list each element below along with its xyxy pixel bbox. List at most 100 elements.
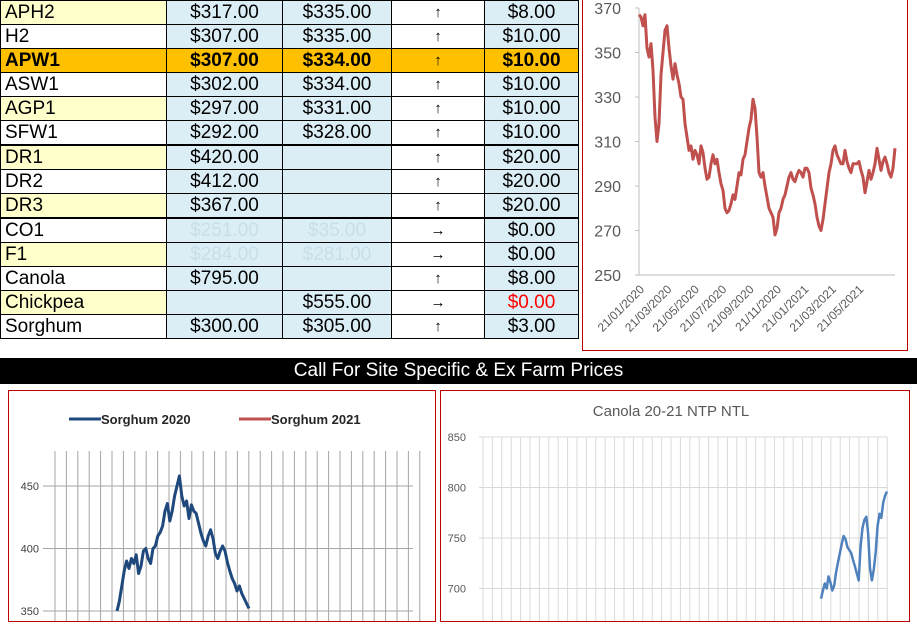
price-change: $20.00 <box>484 193 579 219</box>
grade-name: DR3 <box>0 193 167 219</box>
price-history-chart-panel: 250 270 290 310 330 350 370 21/01/2020 21/03/202… <box>582 0 908 351</box>
price-col-1: $302.00 <box>166 72 283 97</box>
canola-chart: Canola 20-21 NTP NTL 700 750 800 850 <box>448 403 889 621</box>
price-col-2: $334.00 <box>282 48 392 73</box>
price-row: DR2 $412.00 ↑ $20.00 <box>0 169 579 194</box>
chart-title: Canola 20-21 NTP NTL <box>593 403 749 420</box>
price-col-2: $331.00 <box>282 96 392 121</box>
trend-arrow-icon: ↑ <box>391 120 485 146</box>
price-col-1: $307.00 <box>166 24 283 49</box>
trend-arrow-icon: ↑ <box>391 266 485 291</box>
price-change: $10.00 <box>484 48 579 73</box>
price-col-2: $334.00 <box>282 72 392 97</box>
price-table-body: APH2 $317.00 $335.00 ↑ $8.00 H2 $307.00 $335.00… <box>0 0 579 339</box>
grade-name: ASW1 <box>0 72 167 97</box>
price-change: $0.00 <box>484 217 579 243</box>
price-col-1: $412.00 <box>166 169 283 194</box>
price-row: DR1 $420.00 ↑ $20.00 <box>0 144 579 170</box>
trend-arrow-icon: → <box>391 242 485 267</box>
price-col-2: $35.00 <box>282 217 392 243</box>
trend-arrow-icon: ↑ <box>391 314 485 339</box>
price-row: APH2 $317.00 $335.00 ↑ $8.00 <box>0 0 579 25</box>
price-col-1: $251.00 <box>166 217 283 243</box>
trend-arrow-icon: ↑ <box>391 96 485 121</box>
price-col-1: $420.00 <box>166 144 283 170</box>
trend-arrow-icon: ↑ <box>391 48 485 73</box>
price-col-1: $317.00 <box>166 0 283 25</box>
sorghum-chart-panel: 350 400 450 Sorghum 2020 Sorghum 2021 <box>8 390 436 622</box>
grade-name: Canola <box>0 266 167 291</box>
y-tick-label: 750 <box>448 533 466 545</box>
sorghum-2020-line <box>115 474 251 612</box>
grade-name: DR2 <box>0 169 167 194</box>
price-col-2 <box>282 193 392 219</box>
sorghum-chart: 350 400 450 Sorghum 2020 Sorghum 2021 <box>21 412 421 621</box>
y-tick-label: 290 <box>594 179 621 196</box>
price-table: APH2 $317.00 $335.00 ↑ $8.00 H2 $307.00 $335.00… <box>0 0 579 339</box>
price-col-2: $281.00 <box>282 242 392 267</box>
price-col-2 <box>282 266 392 291</box>
y-tick-label: 700 <box>448 584 466 596</box>
price-row: Chickpea $555.00 → $0.00 <box>0 290 579 315</box>
price-col-2: $335.00 <box>282 24 392 49</box>
y-tick-label: 330 <box>594 90 621 107</box>
price-change: $8.00 <box>484 0 579 25</box>
price-row: H2 $307.00 $335.00 ↑ $10.00 <box>0 24 579 49</box>
y-tick-label: 350 <box>21 606 39 618</box>
price-col-1: $284.00 <box>166 242 283 267</box>
price-col-2: $335.00 <box>282 0 392 25</box>
y-tick-label: 310 <box>594 135 621 152</box>
trend-arrow-icon: ↑ <box>391 24 485 49</box>
price-change: $10.00 <box>484 96 579 121</box>
grade-name: CO1 <box>0 217 167 243</box>
price-change: $20.00 <box>484 169 579 194</box>
price-row: CO1 $251.00 $35.00 → $0.00 <box>0 217 579 243</box>
grade-name: APH2 <box>0 0 167 25</box>
price-row: APW1 $307.00 $334.00 ↑ $10.00 <box>0 48 579 73</box>
trend-arrow-icon: ↑ <box>391 193 485 219</box>
price-col-1 <box>166 290 283 315</box>
y-tick-label: 850 <box>448 432 466 444</box>
trend-arrow-icon: ↑ <box>391 72 485 97</box>
trend-arrow-icon: ↑ <box>391 169 485 194</box>
price-col-1: $795.00 <box>166 266 283 291</box>
price-col-2 <box>282 169 392 194</box>
site-specific-banner: Call For Site Specific & Ex Farm Prices <box>0 358 917 384</box>
y-tick-label: 800 <box>448 483 466 495</box>
price-col-1: $297.00 <box>166 96 283 121</box>
price-row: AGP1 $297.00 $331.00 ↑ $10.00 <box>0 96 579 121</box>
price-history-chart: 25027029031033035037021/01/202021/03/202… <box>594 1 897 335</box>
trend-arrow-icon: → <box>391 290 485 315</box>
price-row: Sorghum $300.00 $305.00 ↑ $3.00 <box>0 314 579 339</box>
price-change: $3.00 <box>484 314 579 339</box>
y-tick-label: 270 <box>594 224 621 241</box>
trend-arrow-icon: → <box>391 217 485 243</box>
canola-series-line <box>819 490 889 599</box>
price-change: $10.00 <box>484 120 579 146</box>
grade-name: H2 <box>0 24 167 49</box>
price-row: Canola $795.00 ↑ $8.00 <box>0 266 579 291</box>
price-col-2 <box>282 144 392 170</box>
price-row: DR3 $367.00 ↑ $20.00 <box>0 193 579 219</box>
price-change: $10.00 <box>484 24 579 49</box>
price-row: F1 $284.00 $281.00 → $0.00 <box>0 242 579 267</box>
price-col-2: $305.00 <box>282 314 392 339</box>
grade-name: F1 <box>0 242 167 267</box>
y-tick-label: 450 <box>21 481 39 493</box>
grade-name: DR1 <box>0 144 167 170</box>
price-row: ASW1 $302.00 $334.00 ↑ $10.00 <box>0 72 579 97</box>
price-col-1: $300.00 <box>166 314 283 339</box>
price-row: SFW1 $292.00 $328.00 ↑ $10.00 <box>0 120 579 146</box>
price-col-2: $328.00 <box>282 120 392 146</box>
price-series-line <box>637 13 897 237</box>
grade-name: Chickpea <box>0 290 167 315</box>
price-col-1: $307.00 <box>166 48 283 73</box>
grade-name: AGP1 <box>0 96 167 121</box>
price-col-1: $292.00 <box>166 120 283 146</box>
trend-arrow-icon: ↑ <box>391 144 485 170</box>
grade-name: SFW1 <box>0 120 167 146</box>
grade-name: APW1 <box>0 48 167 73</box>
price-col-2: $555.00 <box>282 290 392 315</box>
trend-arrow-icon: ↑ <box>391 0 485 25</box>
grade-name: Sorghum <box>0 314 167 339</box>
